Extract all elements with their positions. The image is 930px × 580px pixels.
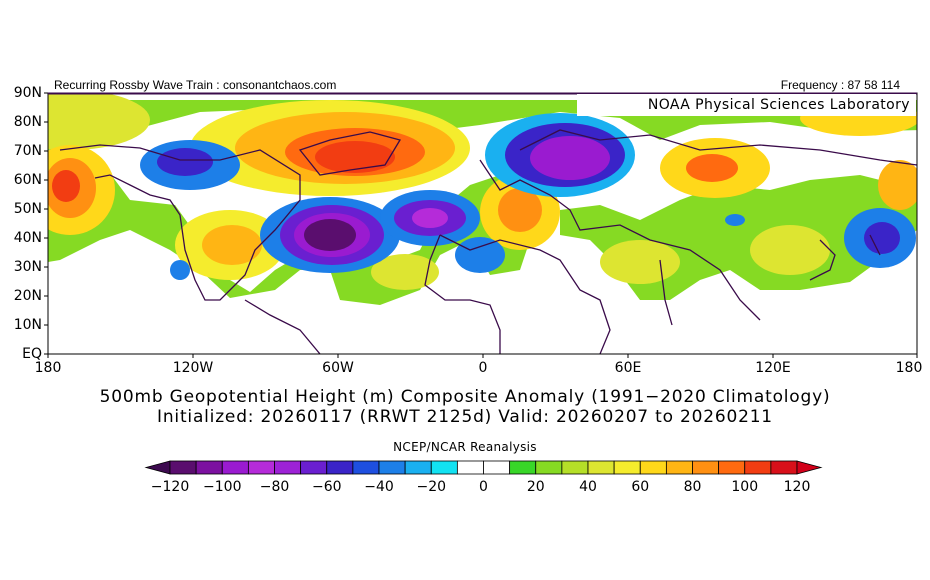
title-line-2: Initialized: 20260117 (RRWT 2125d) Valid… (157, 407, 773, 427)
colorbar-label: 100 (731, 479, 759, 495)
lat-label-40n: 40N (13, 230, 42, 246)
lon-label-120e: 120E (755, 360, 791, 376)
lon-label-60w: 60W (322, 360, 354, 376)
colorbar-segment (247, 460, 275, 475)
colorbar-over-arrow (796, 460, 823, 475)
colorbar-segment (587, 460, 615, 475)
lat-label-30n: 30N (13, 259, 42, 275)
colorbar-segment (456, 460, 484, 475)
lat-label-20n: 20N (13, 288, 42, 304)
colorbar-label: 40 (579, 479, 597, 495)
colorbar-label: −100 (203, 479, 242, 495)
lat-label-eq: EQ (22, 346, 42, 362)
header-frequency-text: Frequency : 87 58 114 (780, 78, 900, 92)
colorbar-label: −40 (364, 479, 394, 495)
colorbar-segment (770, 460, 798, 475)
colorbar-segment (639, 460, 667, 475)
lon-label-180-west: 180 (34, 360, 62, 376)
colorbar-segment (509, 460, 537, 475)
colorbar-segment (692, 460, 720, 475)
colorbar-segment (169, 460, 197, 475)
lon-label-120w: 120W (172, 360, 214, 376)
colorbar-label: −20 (416, 479, 447, 495)
colorbar-segment (535, 460, 563, 475)
lon-label-180-east: 180 (895, 360, 923, 376)
colorbar-segment (613, 460, 641, 475)
colorbar-segment (221, 460, 249, 475)
colorbar-segment (274, 460, 302, 475)
lon-label-0: 0 (478, 360, 488, 376)
coastline-outlines (59, 129, 917, 354)
colorbar-segment (300, 460, 328, 475)
colorbar-segment (744, 460, 772, 475)
lat-label-90n: 90N (13, 85, 42, 101)
colorbar-segment (404, 460, 432, 475)
lat-label-70n: 70N (13, 143, 42, 159)
colorbar-segment (326, 460, 354, 475)
colorbar-segment (195, 460, 223, 475)
lat-label-80n: 80N (13, 114, 42, 130)
colorbar-segment (430, 460, 458, 475)
colorbar-label: −60 (311, 479, 342, 495)
header-source-text: Recurring Rossby Wave Train : consonantc… (54, 78, 337, 92)
colorbar-segment (483, 460, 511, 475)
colorbar-under-arrow (144, 460, 171, 475)
lat-label-60n: 60N (13, 172, 42, 188)
colorbar-label: −80 (259, 479, 290, 495)
lon-label-60e: 60E (614, 360, 642, 376)
colorbar-label: 80 (683, 479, 702, 495)
colorbar-label: 20 (526, 479, 545, 495)
credit-box: NOAA Physical Sciences Laboratory (577, 94, 916, 116)
colorbar (144, 460, 823, 475)
colorbar-segment (561, 460, 589, 475)
lat-label-50n: 50N (13, 201, 42, 217)
colorbar-segment (378, 460, 406, 475)
lat-label-10n: 10N (13, 317, 42, 333)
colorbar-segment (352, 460, 380, 475)
anomaly-field (48, 93, 917, 354)
colorbar-label: 0 (479, 479, 488, 495)
colorbar-label: 120 (783, 479, 811, 495)
colorbar-segment (718, 460, 746, 475)
colorbar-segment (665, 460, 693, 475)
colorbar-label: 60 (631, 479, 650, 495)
colorbar-title: NCEP/NCAR Reanalysis (393, 440, 537, 454)
colorbar-label: −120 (150, 479, 190, 495)
axis-ticks (44, 92, 918, 358)
title-line-1: 500mb Geopotential Height (m) Composite … (99, 387, 831, 407)
